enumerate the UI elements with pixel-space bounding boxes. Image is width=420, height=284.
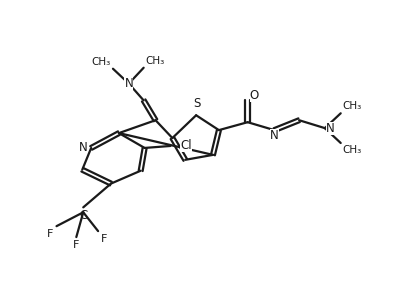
Text: N: N xyxy=(79,141,87,154)
Text: N: N xyxy=(124,77,133,90)
Text: CH₃: CH₃ xyxy=(343,101,362,111)
Text: CH₃: CH₃ xyxy=(92,57,111,67)
Text: F: F xyxy=(47,229,53,239)
Text: O: O xyxy=(249,89,259,103)
Text: S: S xyxy=(194,97,201,110)
Text: CH₃: CH₃ xyxy=(146,56,165,66)
Text: F: F xyxy=(73,240,79,250)
Text: Cl: Cl xyxy=(180,139,192,153)
Text: C: C xyxy=(79,209,87,222)
Text: F: F xyxy=(101,234,108,244)
Text: N: N xyxy=(270,129,279,142)
Text: N: N xyxy=(326,122,335,135)
Text: CH₃: CH₃ xyxy=(343,145,362,155)
